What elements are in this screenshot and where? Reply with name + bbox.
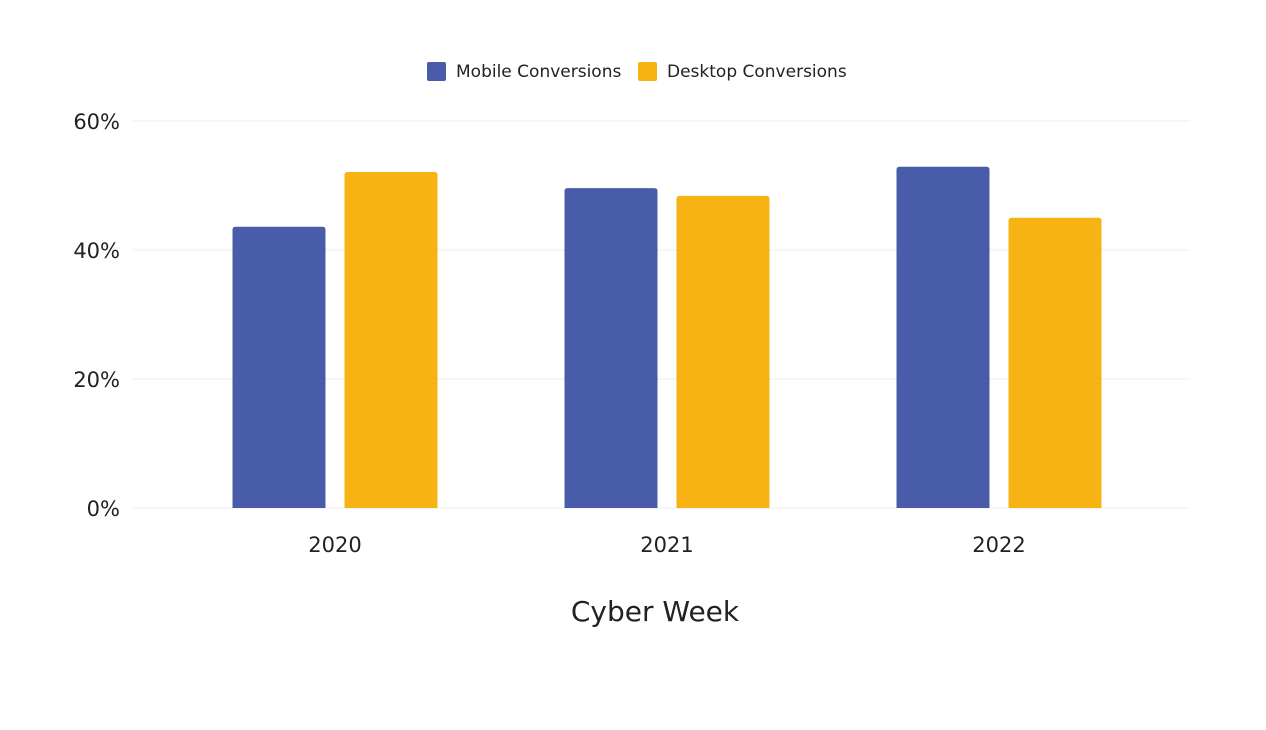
bar-desktop-conversions-2022 — [1008, 217, 1102, 508]
bar-mobile-conversions-2022 — [896, 166, 990, 509]
legend-label: Mobile Conversions — [456, 62, 621, 82]
bar-mobile-conversions-2020 — [232, 226, 326, 508]
x-axis-ticks: 2020 2021 2022 — [308, 533, 1025, 557]
x-tick-label: 2021 — [640, 533, 693, 557]
x-axis-title: Cyber Week — [571, 595, 740, 628]
x-tick-label: 2020 — [308, 533, 361, 557]
legend-swatch — [427, 62, 446, 81]
bar-desktop-conversions-2021 — [676, 195, 770, 508]
y-tick-label: 60% — [73, 110, 120, 134]
bar-mobile-conversions-2021 — [564, 188, 658, 508]
bar-desktop-conversions-2020 — [344, 171, 438, 508]
legend-label: Desktop Conversions — [667, 62, 847, 82]
y-tick-label: 20% — [73, 368, 120, 392]
legend: Mobile Conversions Desktop Conversions — [427, 62, 847, 82]
y-tick-label: 40% — [73, 239, 120, 263]
bars — [232, 166, 1102, 509]
y-tick-label: 0% — [87, 497, 120, 521]
y-axis-ticks: 0% 20% 40% 60% — [73, 110, 120, 521]
legend-swatch — [638, 62, 657, 81]
x-tick-label: 2022 — [972, 533, 1025, 557]
